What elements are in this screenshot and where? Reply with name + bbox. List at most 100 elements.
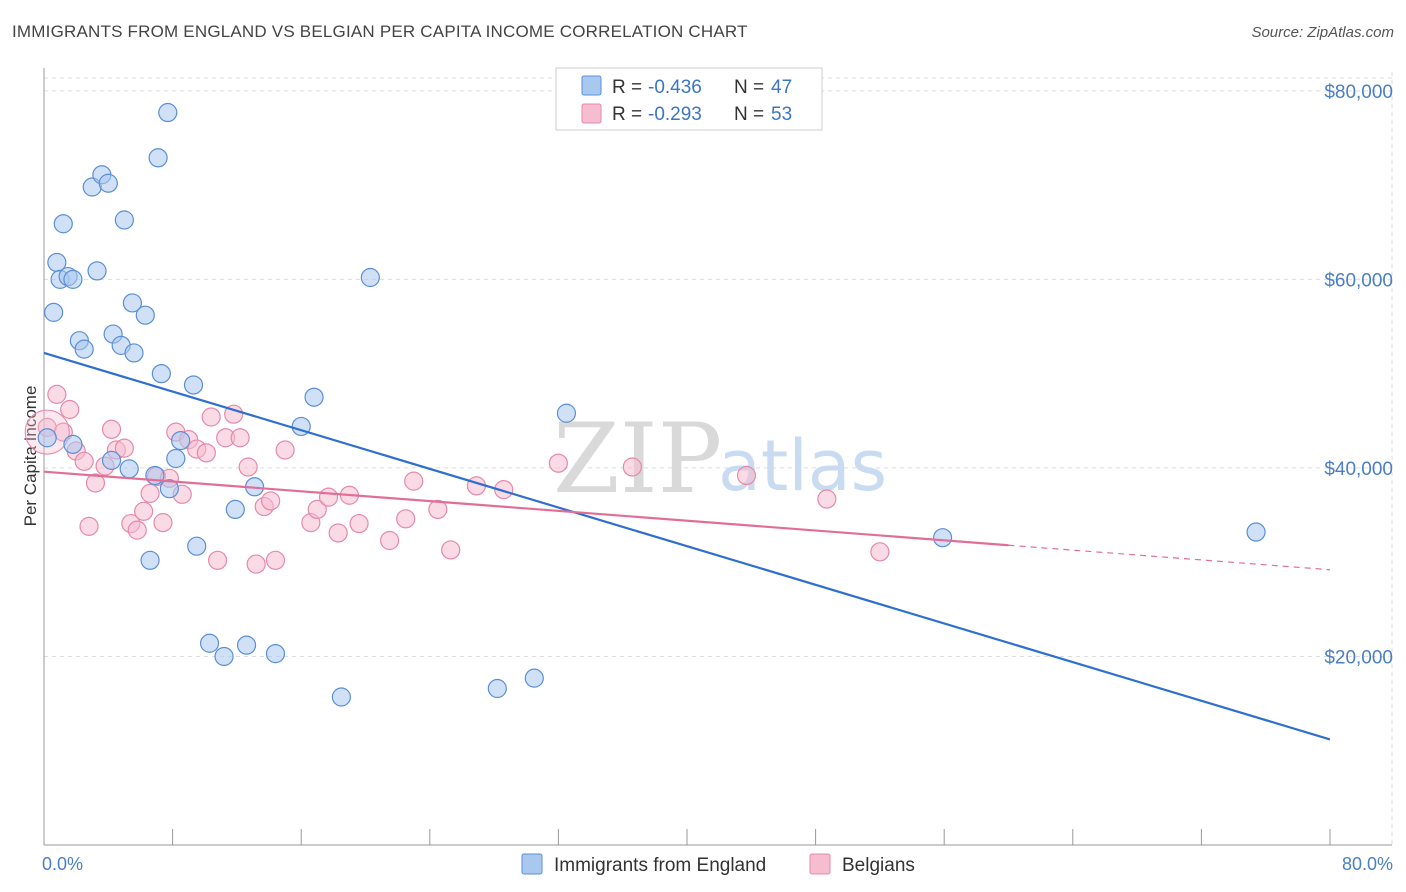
belgians-point [736, 465, 757, 486]
legend-r-value: -0.293 [648, 104, 702, 125]
trend-lines [43, 351, 1331, 741]
belgians-point [47, 384, 67, 404]
belgians-point [201, 407, 221, 427]
england-point [360, 267, 380, 288]
bottom-legend-swatch-england [521, 853, 543, 875]
england-point [87, 261, 107, 281]
england-point [932, 528, 953, 548]
belgians-point [196, 443, 216, 463]
source-label: Source: ZipAtlas.com [1251, 24, 1394, 41]
belgians-point [153, 513, 173, 533]
england-point [265, 644, 286, 664]
belgians-point [230, 428, 250, 448]
belgians-point [60, 399, 80, 420]
legend-r-label: R = [612, 77, 642, 98]
bottom-legend-swatch-belgians [809, 853, 831, 875]
england-point [225, 499, 245, 520]
england-point [114, 210, 134, 230]
grid-lines [44, 72, 1393, 845]
belgians-point [380, 530, 400, 551]
england-point [101, 450, 122, 470]
england-trend-line [43, 351, 1331, 741]
england-point [124, 343, 144, 363]
belgians-trend-line [43, 470, 1009, 547]
belgians-point [441, 540, 461, 560]
england-point [140, 550, 160, 570]
belgians-point [114, 438, 134, 458]
belgians-point [494, 480, 514, 500]
bottom-legend-england: Immigrants from England [554, 855, 766, 876]
england-point [122, 293, 143, 313]
england-point [44, 302, 64, 322]
belgians-point [101, 419, 122, 439]
chart-title: IMMIGRANTS FROM ENGLAND VS BELGIAN PER C… [12, 22, 748, 41]
legend-swatch-england [581, 75, 602, 96]
england-point [214, 646, 234, 667]
bottom-legend-belgians: Belgians [842, 855, 915, 876]
legend-n-label: N = [734, 77, 764, 98]
legend-n-value: 53 [771, 104, 792, 125]
belgians-point [140, 483, 160, 503]
belgians-point [349, 513, 369, 534]
belgians-point [870, 542, 890, 562]
watermark: ZIP atlas [553, 403, 887, 515]
england-point [524, 668, 544, 688]
england-point [166, 448, 186, 469]
watermark-atlas: atlas [718, 425, 887, 507]
england-point [135, 305, 155, 325]
belgians-point [85, 473, 106, 493]
belgians-point [817, 489, 837, 509]
england-point [199, 633, 220, 653]
y-tick-label: $80,000 [1324, 82, 1393, 103]
y-tick-label: $20,000 [1324, 647, 1393, 668]
england-point [148, 148, 168, 168]
legend-r-value: -0.436 [648, 77, 702, 98]
belgians-point [328, 523, 348, 543]
legend-box: R = -0.436 N = 47 R = -0.293 N = 53 [555, 67, 823, 131]
belgians-point [275, 440, 295, 460]
y-axis-title: Per Capita Income [21, 386, 40, 527]
england-point [151, 364, 171, 384]
x-tick-labels: 0.0% 80.0% [42, 854, 1393, 874]
england-point [53, 214, 73, 234]
y-tick-label: $60,000 [1324, 270, 1393, 291]
england-point [236, 635, 257, 655]
england-point [331, 687, 351, 707]
legend-r-label: R = [612, 104, 642, 125]
axes [43, 68, 1392, 846]
bottom-legend: Immigrants from England Belgians [521, 853, 915, 876]
england-point [145, 465, 165, 486]
england-point [158, 102, 178, 123]
belgians-point [307, 499, 327, 520]
belgians-point [622, 457, 642, 477]
belgians-point [127, 520, 147, 540]
belgians-point [246, 554, 266, 574]
belgians-point [265, 550, 286, 570]
england-point [183, 375, 204, 395]
belgians-point [79, 516, 99, 536]
belgians-point [208, 550, 228, 570]
england-point [63, 434, 83, 454]
belgians-point [74, 451, 94, 471]
england-point [187, 536, 207, 556]
belgians-point [238, 457, 258, 477]
y-tick-label: $40,000 [1324, 459, 1393, 480]
england-point [63, 269, 83, 289]
england-point [74, 339, 94, 359]
belgians-point [261, 491, 281, 511]
england-point [159, 479, 179, 499]
england-point [37, 428, 57, 448]
belgians-point [428, 499, 448, 520]
x-tick-label: 80.0% [1342, 854, 1393, 874]
belgians-point [548, 453, 569, 473]
belgians-point [404, 471, 424, 491]
england-point [171, 430, 191, 451]
belgians-point [318, 487, 339, 507]
england-point [119, 459, 139, 479]
belgians-trend-extension [1008, 544, 1331, 571]
england-points [37, 102, 1266, 707]
england-point [556, 403, 577, 423]
england-point [304, 387, 324, 407]
belgians-point [134, 501, 154, 521]
england-point [487, 678, 507, 699]
